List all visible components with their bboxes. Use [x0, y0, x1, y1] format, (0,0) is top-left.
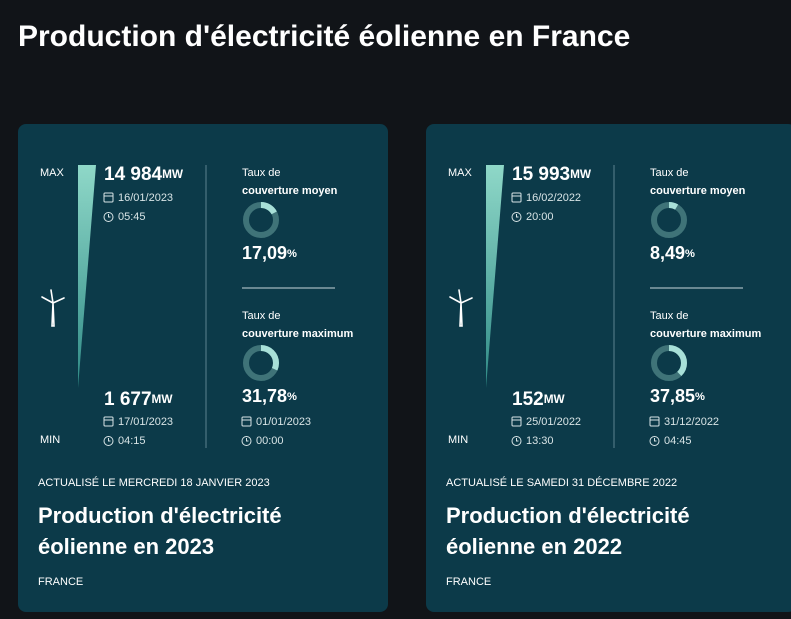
value-unit: %: [287, 248, 297, 260]
coverage-label: couverture moyen: [242, 185, 338, 197]
value: 31,78%: [242, 386, 297, 406]
value: 15 993MW: [512, 164, 592, 185]
coverage-label: Taux de: [242, 167, 281, 179]
calendar-icon: [511, 416, 522, 427]
value-number: 15 993: [512, 164, 570, 185]
value: 1 677MW: [104, 389, 173, 410]
donut-arc: [243, 202, 279, 238]
time: 00:00: [256, 435, 284, 447]
calendar-icon: [103, 192, 114, 203]
value: 14 984MW: [104, 164, 184, 185]
value-number: 17,09: [242, 243, 287, 263]
min-label: MIN: [448, 434, 468, 446]
value: 17,09%: [242, 243, 297, 263]
coverage-label: couverture maximum: [242, 328, 353, 340]
updated: ACTUALISÉ LE SAMEDI 31 DÉCEMBRE 2022: [446, 476, 677, 489]
card-title: éolienne en 2023: [38, 534, 214, 559]
clock-hands: [108, 438, 111, 442]
region: FRANCE: [38, 576, 83, 588]
clock-icon: [103, 212, 114, 222]
clock-icon: [241, 436, 252, 446]
value-unit: MW: [162, 168, 184, 181]
clock-hands: [516, 214, 519, 218]
max-label: MAX: [448, 167, 473, 179]
coverage-label: Taux de: [650, 310, 689, 322]
clock-icon: [511, 212, 522, 222]
coverage-label: couverture maximum: [650, 328, 761, 340]
page-title: Production d'électricité éolienne en Fra…: [18, 20, 630, 53]
min-label: MIN: [40, 434, 60, 446]
time: 04:15: [118, 435, 146, 447]
gauge: [486, 165, 504, 388]
value-number: 8,49: [650, 243, 685, 263]
coverage-label: Taux de: [650, 167, 689, 179]
time: 05:45: [118, 211, 146, 223]
card-title: éolienne en 2022: [446, 534, 622, 559]
date: 01/01/2023: [256, 416, 311, 428]
value: 152MW: [512, 389, 566, 410]
time: 13:30: [526, 435, 554, 447]
card-title: Production d'électricité: [38, 503, 282, 528]
max-label: MAX: [40, 167, 65, 179]
value-number: 1 677: [104, 389, 152, 410]
value: 8,49%: [650, 243, 695, 263]
coverage-label: couverture moyen: [650, 185, 746, 197]
clock-hands: [246, 438, 249, 442]
date: 16/02/2022: [526, 192, 581, 204]
clock-icon: [649, 436, 660, 446]
value-unit: MW: [152, 393, 174, 406]
clock-icon: [511, 436, 522, 446]
value-number: 37,85: [650, 386, 695, 406]
date: 25/01/2022: [526, 416, 581, 428]
date: 17/01/2023: [118, 416, 173, 428]
card-bg: [18, 124, 388, 612]
value-number: 152: [512, 389, 544, 410]
value-unit: MW: [544, 393, 566, 406]
turbine-icon: [449, 289, 473, 327]
clock-icon: [103, 436, 114, 446]
value-unit: MW: [570, 168, 592, 181]
clock-hands: [516, 438, 519, 442]
calendar-icon: [241, 416, 252, 427]
calendar-icon: [649, 416, 660, 427]
time: 20:00: [526, 211, 554, 223]
value-unit: %: [287, 391, 297, 403]
value-number: 31,78: [242, 386, 287, 406]
turbine-icon: [41, 289, 65, 327]
donut-arc: [651, 345, 687, 381]
donut-arc: [651, 202, 687, 238]
value-unit: %: [695, 391, 705, 403]
time: 04:45: [664, 435, 692, 447]
date: 16/01/2023: [118, 192, 173, 204]
updated: ACTUALISÉ LE MERCREDI 18 JANVIER 2023: [38, 476, 270, 489]
calendar-icon: [511, 192, 522, 203]
value-unit: %: [685, 248, 695, 260]
date: 31/12/2022: [664, 416, 719, 428]
clock-hands: [108, 214, 111, 218]
clock-hands: [654, 438, 657, 442]
value: 37,85%: [650, 386, 705, 406]
calendar-icon: [103, 416, 114, 427]
coverage-label: Taux de: [242, 310, 281, 322]
value-number: 14 984: [104, 164, 163, 185]
card-title: Production d'électricité: [446, 503, 690, 528]
donut-arc: [243, 345, 279, 381]
card-bg: [426, 124, 791, 612]
region: FRANCE: [446, 576, 491, 588]
gauge: [78, 165, 96, 388]
